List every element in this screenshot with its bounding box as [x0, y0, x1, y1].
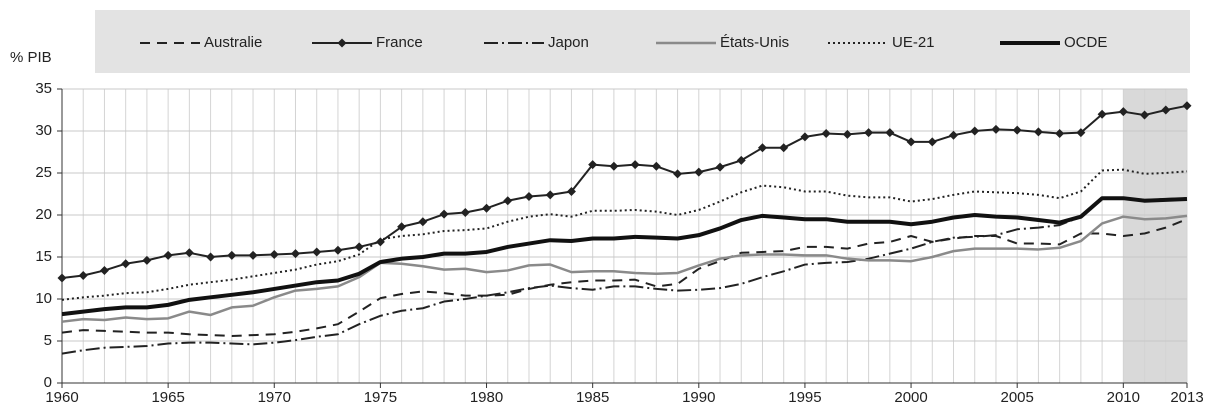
marker: [864, 128, 874, 138]
shaded-period: [1123, 89, 1187, 383]
marker: [248, 250, 258, 260]
legend-label: Australie: [204, 34, 262, 51]
marker: [99, 265, 109, 275]
marker: [800, 132, 810, 142]
x-tick-label: 2000: [894, 389, 927, 406]
marker: [1161, 105, 1171, 115]
marker: [694, 167, 704, 177]
marker: [651, 161, 661, 171]
x-tick-label: 1970: [258, 389, 291, 406]
legend-label: États-Unis: [720, 34, 789, 51]
x-tick-label: 1995: [788, 389, 821, 406]
x-tick-label: 1980: [470, 389, 503, 406]
marker: [333, 245, 343, 255]
marker: [290, 249, 300, 259]
marker: [588, 160, 598, 170]
marker: [142, 255, 152, 265]
marker: [949, 130, 959, 140]
marker: [269, 249, 279, 259]
marker: [566, 186, 576, 196]
marker: [460, 207, 470, 217]
marker: [418, 217, 428, 227]
marker: [1140, 110, 1150, 120]
x-tick-label: 2005: [1001, 389, 1034, 406]
legend-label: OCDE: [1064, 34, 1107, 51]
marker: [927, 137, 937, 147]
marker: [312, 247, 322, 257]
marker: [1012, 125, 1022, 135]
marker: [1076, 128, 1086, 138]
marker: [842, 129, 852, 139]
marker: [609, 161, 619, 171]
series-line: [61, 197, 1188, 355]
marker: [57, 273, 67, 283]
y-tick-label: 20: [35, 206, 52, 223]
legend-label: France: [376, 34, 423, 51]
marker: [163, 250, 173, 260]
marker: [885, 128, 895, 138]
marker: [503, 196, 513, 206]
marker: [821, 129, 831, 139]
series-line: [61, 214, 1188, 323]
x-tick-label: 2010: [1107, 389, 1140, 406]
marker: [354, 242, 364, 252]
y-tick-label: 10: [35, 290, 52, 307]
marker: [991, 124, 1001, 134]
x-tick-label: 1965: [151, 389, 184, 406]
marker: [545, 190, 555, 200]
legend-label: Japon: [548, 34, 589, 51]
marker: [439, 209, 449, 219]
legend-label: UE-21: [892, 34, 935, 51]
marker: [736, 155, 746, 165]
marker: [970, 126, 980, 136]
marker: [227, 250, 237, 260]
marker: [121, 259, 131, 269]
marker: [184, 248, 194, 258]
marker: [1055, 129, 1065, 139]
marker: [1182, 101, 1192, 111]
marker: [524, 192, 534, 202]
marker: [715, 162, 725, 172]
marker: [397, 222, 407, 232]
y-tick-label: 30: [35, 122, 52, 139]
x-tick-label: 1975: [364, 389, 397, 406]
y-tick-label: 15: [35, 248, 52, 265]
x-tick-label: 1985: [576, 389, 609, 406]
legend-marker: [337, 38, 347, 48]
marker: [779, 143, 789, 153]
marker: [78, 270, 88, 280]
marker: [1097, 109, 1107, 119]
marker: [757, 143, 767, 153]
series-line: [61, 168, 1188, 301]
series-line: [61, 218, 1188, 337]
marker: [1118, 107, 1128, 117]
marker: [630, 160, 640, 170]
marker: [206, 252, 216, 262]
marker: [482, 203, 492, 213]
y-tick-label: 5: [44, 332, 52, 349]
marker: [673, 169, 683, 179]
y-tick-label: 25: [35, 164, 52, 181]
marker: [906, 137, 916, 147]
y-axis-label: % PIB: [10, 49, 52, 66]
series-line: [61, 196, 1188, 317]
y-tick-label: 0: [44, 374, 52, 391]
x-tick-label: 2013: [1170, 389, 1203, 406]
y-tick-label: 35: [35, 80, 52, 97]
x-tick-label: 1990: [682, 389, 715, 406]
marker: [375, 237, 385, 247]
marker: [1033, 127, 1043, 137]
x-tick-label: 1960: [45, 389, 78, 406]
